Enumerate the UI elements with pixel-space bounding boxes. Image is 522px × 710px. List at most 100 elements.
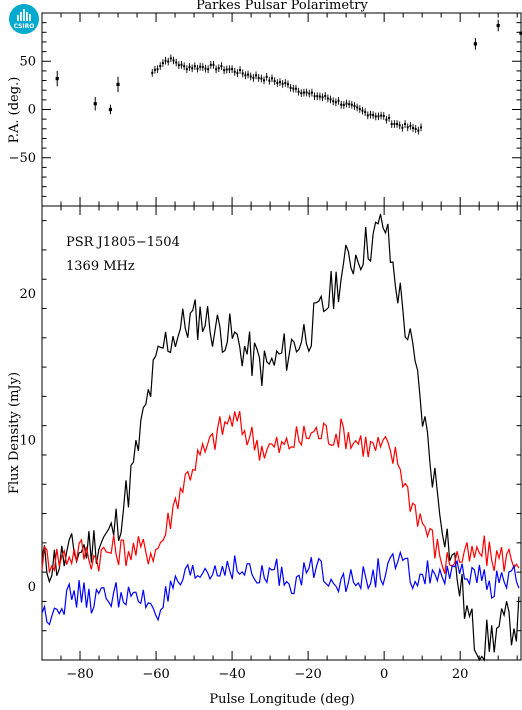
pa-point (420, 123, 423, 132)
pa-point (207, 65, 210, 74)
pa-point (414, 125, 417, 133)
pa-point (228, 65, 231, 74)
flux-series-line (41, 411, 520, 575)
pa-point (385, 115, 388, 124)
pa-point (372, 111, 375, 119)
pa-point (358, 105, 361, 113)
pa-point (225, 65, 228, 74)
pa-point (185, 65, 188, 73)
x-tick-label: −80 (66, 667, 93, 682)
pa-point (324, 92, 327, 100)
pa-point (175, 58, 178, 67)
pa-point (412, 124, 415, 132)
pa-y-tick-label: 50 (19, 54, 36, 69)
pa-point (268, 76, 271, 85)
x-tick-label: −20 (294, 667, 321, 682)
pa-point (177, 61, 180, 70)
pa-point (393, 120, 396, 128)
pa-point (215, 65, 218, 74)
pa-point (473, 38, 477, 50)
pa-point (398, 121, 401, 130)
pa-point (164, 56, 167, 65)
pa-point (270, 74, 273, 83)
pa-panel: −50 0 50 P.A. (deg.) (7, 12, 522, 207)
pa-point (239, 66, 242, 74)
pa-point (300, 89, 303, 97)
pa-point (281, 80, 284, 88)
pa-point (153, 65, 156, 74)
flux-series-line (41, 213, 520, 662)
pa-y-tick-label: −50 (9, 151, 36, 166)
pa-point (332, 97, 335, 106)
pa-point (276, 79, 279, 87)
pa-point (308, 89, 311, 98)
pa-point (199, 62, 202, 71)
pa-point (348, 100, 351, 109)
pa-point (93, 96, 97, 111)
pa-point (233, 67, 236, 76)
pa-point (316, 92, 319, 101)
logo-bar (17, 15, 19, 21)
pa-point (417, 126, 420, 135)
pa-point (313, 92, 316, 101)
pa-point (374, 112, 377, 121)
x-tick-label: −40 (218, 667, 245, 682)
pa-point (401, 123, 404, 132)
pa-point (236, 69, 239, 78)
flux-panel-frame (41, 205, 522, 661)
pa-point (156, 65, 159, 74)
pa-point (305, 88, 308, 97)
pa-point (249, 72, 252, 81)
logo-bar (29, 14, 31, 21)
x-tick-label: 20 (452, 667, 469, 682)
pa-point (396, 120, 399, 128)
pa-point (310, 88, 313, 97)
pa-point (244, 71, 247, 80)
pa-point (329, 95, 332, 104)
pa-point (167, 57, 170, 66)
pa-point (377, 112, 380, 121)
pa-point (404, 120, 407, 128)
pa-point (318, 92, 321, 101)
pa-point (151, 69, 154, 77)
pa-point (289, 83, 292, 92)
pa-point (260, 74, 263, 83)
flux-y-tick-label: 10 (19, 433, 36, 448)
logo-bar (26, 12, 28, 21)
flux-y-tick-label: 20 (19, 287, 36, 302)
pa-point (286, 80, 289, 89)
pa-point (255, 71, 258, 80)
pa-point (390, 120, 393, 128)
pa-point (116, 76, 120, 93)
pa-point (302, 88, 305, 97)
pa-point (172, 56, 175, 65)
flux-y-tick-label: 0 (28, 580, 36, 595)
pa-point (212, 60, 215, 69)
chart-title: Parkes Pulsar Polarimetry (196, 0, 368, 13)
x-tick-label: −60 (142, 667, 169, 682)
pa-axis-ticks: −50 0 50 (9, 12, 521, 207)
pa-point (353, 102, 356, 110)
pa-point (180, 60, 183, 69)
pa-point (342, 101, 345, 109)
pa-point (334, 98, 337, 107)
pa-point (169, 54, 172, 63)
flux-series (41, 213, 520, 662)
pa-point (345, 99, 348, 108)
pa-point (496, 19, 500, 32)
flux-panel: −80 −60 −40 −20 0 20 0 10 20 PSR J1805−1504 1369… (7, 205, 522, 707)
pulsar-name-annotation: PSR J1805−1504 (66, 235, 180, 250)
pa-point (193, 62, 196, 71)
frequency-annotation: 1369 MHz (66, 259, 135, 274)
pa-point (361, 106, 364, 115)
pa-points (55, 19, 522, 135)
pa-point (241, 69, 244, 78)
pa-point (191, 64, 194, 73)
pa-point (161, 59, 164, 67)
pa-point (366, 111, 369, 120)
pa-point (388, 114, 391, 122)
pa-point (257, 74, 260, 82)
pa-point (337, 96, 340, 105)
pa-y-axis-label: P.A. (deg.) (7, 77, 22, 144)
